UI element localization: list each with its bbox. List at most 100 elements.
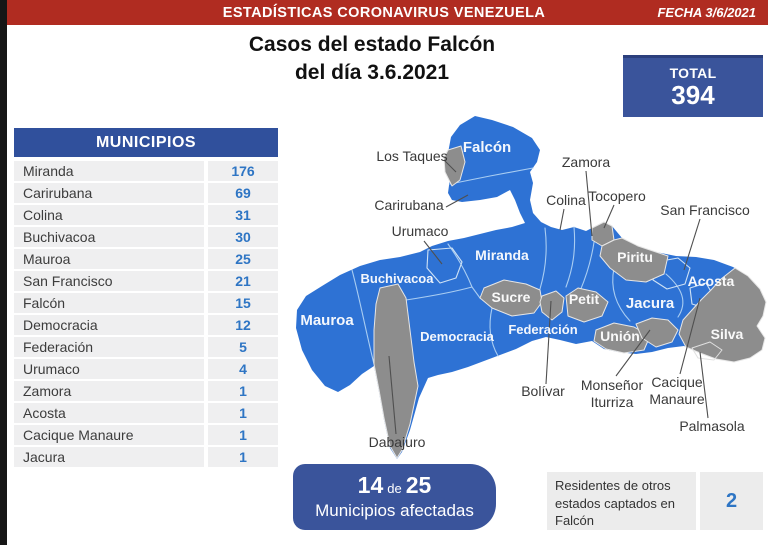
municipios-table-body: Miranda 176 Carirubana 69 Colina 31 Buchivacoa… [14, 161, 278, 467]
municipio-cases: 30 [208, 227, 278, 247]
municipio-cases: 5 [208, 337, 278, 357]
map-label-democracia: Democracia [420, 329, 494, 344]
municipio-name: Carirubana [14, 183, 204, 203]
municipio-cases: 69 [208, 183, 278, 203]
region-piritu [599, 237, 669, 283]
region-union [593, 322, 651, 354]
callout-label-carirubana: Carirubana [374, 197, 443, 213]
banner-date: FECHA 3/6/2021 [657, 5, 756, 20]
leader-line-dabajuro [388, 355, 397, 435]
border-colina-zamora [565, 226, 576, 288]
leader-line-zamora [585, 170, 593, 237]
affected-count: 14 [357, 472, 384, 499]
callout-label-zamora: Zamora [562, 154, 610, 170]
municipio-cases: 1 [208, 403, 278, 423]
map-label-mauroa: Mauroa [300, 312, 354, 329]
municipio-name: Urumaco [14, 359, 204, 379]
leader-line-monsenor-iturriza [615, 329, 651, 377]
map-label-piritu: Piritu [617, 249, 653, 265]
municipio-name: Buchivacoa [14, 227, 204, 247]
residents-value: 2 [700, 472, 763, 530]
map-label-jacura: Jacura [626, 295, 675, 312]
municipio-cases: 176 [208, 161, 278, 181]
map-label-buchivacoa: Buchivacoa [361, 271, 435, 286]
map-region-labels: Falcón Miranda Piritu Buchivacoa Acosta Sucre… [300, 139, 743, 344]
affected-label: Municipios afectadas [315, 500, 474, 520]
callout-label-colina: Colina [546, 192, 586, 208]
municipio-cases: 1 [208, 381, 278, 401]
region-urumaco [426, 247, 463, 284]
municipio-cases: 21 [208, 271, 278, 291]
map-leader-lines [388, 159, 709, 435]
municipio-cases: 1 [208, 425, 278, 445]
municipio-name: Jacura [14, 447, 204, 467]
table-row: Mauroa 25 [14, 249, 278, 269]
callout-label-bolivar: Bolívar [521, 383, 565, 399]
table-row: Colina 31 [14, 205, 278, 225]
page-title-line2: del día 3.6.2021 [294, 61, 450, 85]
table-row: Cacique Manaure 1 [14, 425, 278, 445]
region-sucre [479, 279, 543, 317]
municipio-name: Miranda [14, 161, 204, 181]
border-jacura-west [612, 267, 631, 322]
table-row: San Francisco 21 [14, 271, 278, 291]
municipio-name: Falcón [14, 293, 204, 313]
map-label-petit: Petit [569, 291, 600, 307]
map-label-federacion: Federación [508, 322, 577, 337]
region-monsenor-iturriza [635, 317, 679, 348]
total-value: 394 [671, 80, 715, 110]
municipio-cases: 15 [208, 293, 278, 313]
falcon-state-map: Falcón Miranda Piritu Buchivacoa Acosta Sucre… [288, 100, 768, 460]
callout-label-dabajuro: Dabajuro [369, 434, 426, 450]
border-carirubana [449, 167, 534, 185]
municipios-table-header: MUNICIPIOS [14, 128, 278, 157]
municipios-table: MUNICIPIOS Miranda 176 Carirubana 69 Colina 3… [14, 128, 278, 469]
region-palmasola [691, 341, 723, 361]
table-row: Jacura 1 [14, 447, 278, 467]
map-label-falcon: Falcón [463, 139, 511, 156]
leader-line-palmasola [699, 351, 709, 419]
affected-summary-box: 14 de 25 Municipios afectadas [293, 464, 496, 530]
callout-label-los-taques: Los Taques [376, 148, 447, 164]
leader-line-bolivar [545, 300, 552, 385]
table-row: Buchivacoa 30 [14, 227, 278, 247]
leader-line-cacique-manaure [679, 297, 701, 375]
callout-label-palmasola: Palmasola [679, 418, 745, 434]
border-democracia-federacion [489, 307, 499, 357]
municipio-cases: 31 [208, 205, 278, 225]
leader-line-tocopero [603, 204, 615, 229]
callout-label-monsenor-iturriza: Monseñor Iturriza [581, 377, 644, 410]
callout-label-urumaco: Urumaco [392, 223, 449, 239]
municipio-name: Zamora [14, 381, 204, 401]
page-title: Casos del estado Falcón del día 3.6.2021 [160, 31, 584, 88]
municipio-name: Colina [14, 205, 204, 225]
municipio-name: San Francisco [14, 271, 204, 291]
municipio-name: Federación [14, 337, 204, 357]
map-label-silva: Silva [711, 326, 744, 342]
border-mauroa-buchivacoa [351, 269, 375, 365]
table-row: Acosta 1 [14, 403, 278, 423]
border-jacura-east [665, 273, 684, 318]
left-black-bar [0, 0, 7, 545]
border-miranda-colina [539, 227, 547, 290]
page-title-line1: Casos del estado Falcón [248, 33, 496, 56]
border-buchivacoa-democracia [405, 286, 473, 301]
table-row: Federación 5 [14, 337, 278, 357]
affected-count-line: 14 de 25 [358, 473, 432, 498]
affected-total: 25 [405, 472, 432, 499]
region-dabajuro [373, 283, 419, 459]
municipio-cases: 4 [208, 359, 278, 379]
top-banner: ESTADÍSTICAS CORONAVIRUS VENEZUELA FECHA… [0, 0, 768, 25]
leader-line-carirubana [445, 194, 469, 208]
residents-text: Residentes de otros estados captados en … [547, 472, 696, 530]
region-san-francisco [652, 257, 691, 290]
region-petit [565, 287, 609, 323]
table-row: Miranda 176 [14, 161, 278, 181]
leader-line-los-taques [443, 159, 457, 173]
banner-title: ESTADÍSTICAS CORONAVIRUS VENEZUELA [222, 4, 546, 21]
municipio-cases: 1 [208, 447, 278, 467]
map-label-acosta: Acosta [688, 273, 735, 289]
table-row: Urumaco 4 [14, 359, 278, 379]
leader-line-san-francisco [683, 218, 701, 271]
leader-line-urumaco [423, 240, 443, 265]
